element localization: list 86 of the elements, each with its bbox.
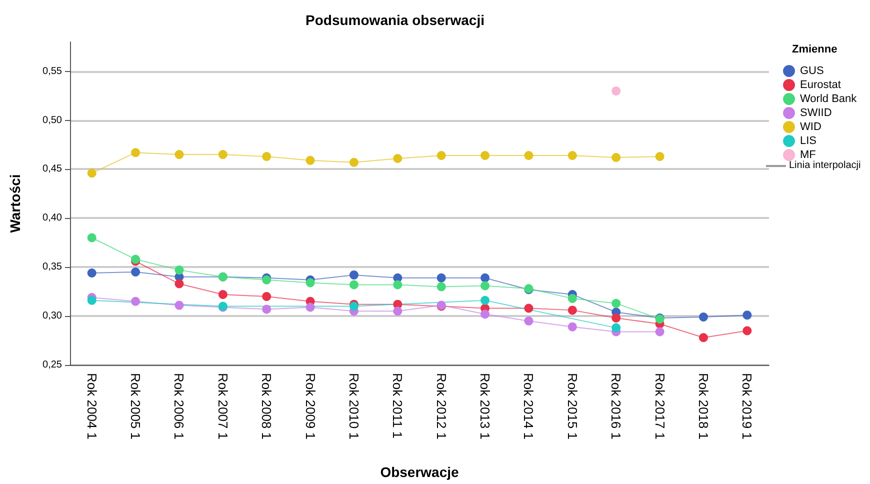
point — [87, 168, 96, 178]
x-tick-label: Rok 2013 1 — [478, 373, 493, 440]
point — [218, 290, 228, 300]
point — [568, 294, 577, 303]
point — [612, 323, 621, 332]
point — [393, 154, 402, 163]
x-tick-label: Rok 2014 1 — [521, 373, 536, 440]
point — [655, 152, 664, 162]
x-tick-label: Rok 2009 1 — [302, 373, 318, 440]
point — [698, 333, 708, 342]
x-tick-label: Rok 2018 1 — [696, 373, 711, 440]
x-tick-label: Rok 2008 1 — [259, 373, 274, 440]
point — [349, 270, 358, 280]
x-tick-label: Rok 2011 1 — [390, 373, 406, 439]
point — [174, 150, 184, 160]
point — [436, 273, 446, 282]
point — [612, 86, 621, 96]
point — [524, 151, 534, 160]
point — [262, 292, 272, 301]
point — [480, 310, 490, 319]
point — [174, 300, 184, 310]
point — [131, 148, 140, 158]
point — [306, 302, 315, 312]
point — [262, 304, 272, 314]
y-tick-label: 0,35 — [42, 262, 62, 273]
point — [568, 306, 577, 315]
point — [698, 312, 708, 322]
x-tick-label: Rok 2015 1 — [564, 373, 580, 440]
point — [480, 296, 490, 305]
y-tick-label: 0,50 — [42, 114, 62, 126]
legend-title: Zmienne — [792, 44, 838, 56]
x-tick-label: Rok 2017 1 — [652, 373, 668, 440]
point — [87, 296, 96, 305]
y-axis-title: Wartości — [7, 174, 23, 233]
y-tick-label: 0,40 — [42, 212, 62, 224]
y-tick-label: 0,45 — [42, 164, 62, 175]
point — [436, 282, 446, 292]
legend-label: SWIID — [800, 107, 832, 119]
point — [393, 280, 402, 290]
x-tick-label: Rok 2016 1 — [608, 373, 624, 440]
legend-label: Eurostat — [800, 79, 841, 91]
point — [742, 310, 752, 320]
point — [87, 268, 96, 278]
x-tick-label: Rok 2004 1 — [84, 373, 100, 440]
point — [568, 151, 577, 160]
point — [87, 233, 96, 242]
point — [480, 281, 490, 290]
legend-label: MF — [800, 149, 816, 161]
point — [262, 152, 272, 162]
point — [306, 278, 315, 288]
legend-label: WID — [800, 121, 822, 133]
point — [131, 268, 140, 277]
x-tick-label: Rok 2007 1 — [215, 373, 230, 440]
legend-label: World Bank — [800, 93, 858, 105]
point — [612, 314, 621, 323]
point — [436, 151, 446, 160]
point — [742, 326, 752, 336]
point — [612, 298, 621, 308]
point — [131, 296, 140, 306]
point — [655, 327, 664, 336]
y-tick-label: 0,25 — [42, 360, 62, 370]
point — [524, 316, 534, 326]
x-tick-label: Rok 2010 1 — [346, 373, 362, 440]
point — [174, 279, 184, 288]
text: Linia interpolacji — [789, 160, 861, 171]
point — [349, 280, 358, 290]
point — [568, 322, 577, 332]
point — [480, 151, 490, 160]
legend-label: GUS — [800, 65, 824, 77]
chart-title: Podsumowania obserwacji — [306, 12, 484, 28]
legend-label: LIS — [800, 135, 817, 147]
y-tick-label: 0,55 — [42, 66, 62, 77]
x-tick-label: Rok 2012 1 — [434, 373, 449, 440]
y-tick-label: 0,30 — [42, 310, 62, 322]
x-axis-title: Obserwacje — [380, 464, 460, 480]
x-tick-label: Rok 2006 1 — [172, 373, 187, 440]
point — [349, 158, 358, 167]
point — [174, 266, 184, 275]
x-tick-label: Rok 2019 1 — [740, 373, 755, 440]
point — [218, 150, 228, 160]
point — [306, 156, 315, 165]
point — [612, 153, 621, 162]
point — [393, 306, 402, 316]
point — [524, 304, 534, 313]
point — [480, 273, 490, 282]
x-tick-label: Rok 2005 1 — [128, 373, 144, 440]
